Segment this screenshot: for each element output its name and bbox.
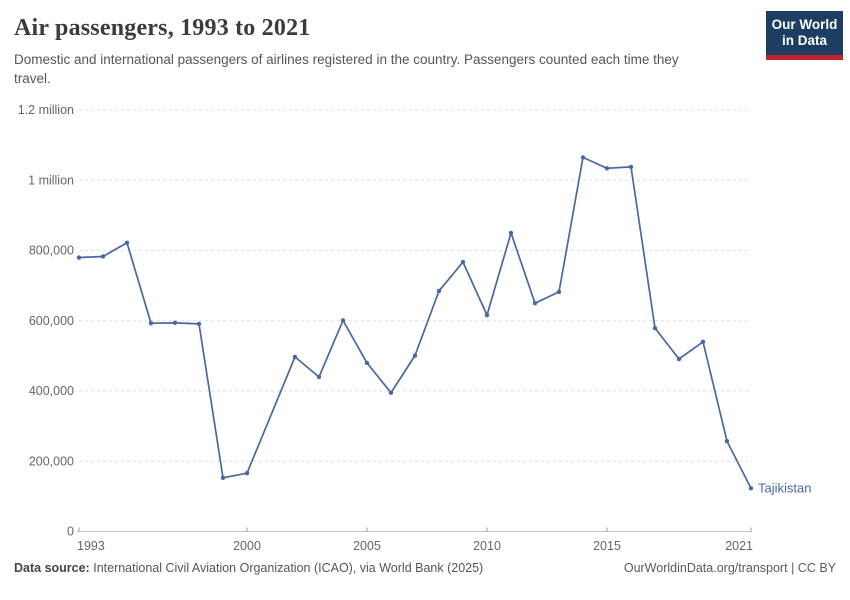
owid-logo-text: Our World in Data bbox=[766, 11, 843, 55]
owid-logo-line1: Our World bbox=[771, 17, 838, 32]
data-source-label: Data source: bbox=[14, 561, 90, 575]
data-point bbox=[316, 374, 322, 380]
data-point bbox=[100, 254, 106, 259]
data-point bbox=[124, 240, 130, 245]
data-point bbox=[412, 353, 418, 358]
data-point bbox=[148, 321, 154, 326]
chart-footer: Data source: International Civil Aviatio… bbox=[14, 561, 836, 575]
chart-subtitle: Domestic and international passengers of… bbox=[14, 52, 679, 86]
x-tick-label: 1993 bbox=[77, 539, 105, 553]
owid-logo-redbar bbox=[766, 54, 843, 60]
data-point bbox=[676, 356, 682, 362]
trend-line bbox=[78, 156, 752, 490]
data-point bbox=[532, 300, 538, 306]
x-tick-label: 2010 bbox=[473, 539, 501, 553]
license-label: CC BY bbox=[797, 561, 836, 575]
data-point bbox=[196, 321, 202, 327]
data-point bbox=[652, 325, 658, 331]
data-point bbox=[628, 164, 634, 170]
footer-divider: | bbox=[791, 561, 795, 575]
data-point bbox=[748, 486, 754, 491]
data-point bbox=[340, 318, 346, 323]
data-source-text: International Civil Aviation Organizatio… bbox=[93, 561, 484, 575]
y-tick-label: 400,000 bbox=[29, 384, 74, 398]
data-point bbox=[460, 259, 466, 265]
data-point bbox=[604, 166, 610, 171]
entity-label: Tajikistan bbox=[758, 480, 811, 495]
data-point bbox=[724, 439, 730, 444]
y-tick-label: 200,000 bbox=[29, 454, 74, 468]
data-point bbox=[244, 470, 250, 476]
data-source-note: Data source: International Civil Aviatio… bbox=[14, 561, 483, 575]
data-point bbox=[388, 390, 394, 395]
data-point bbox=[292, 354, 298, 360]
x-tick-label: 2000 bbox=[233, 539, 261, 553]
y-tick-label: 1.2 million bbox=[18, 103, 74, 117]
data-point bbox=[172, 320, 178, 326]
data-point bbox=[700, 339, 706, 345]
y-tick-label: 1 million bbox=[28, 173, 74, 187]
x-tick-label: 2021 bbox=[725, 539, 753, 553]
data-point bbox=[76, 255, 82, 260]
data-point bbox=[484, 312, 490, 318]
data-point bbox=[508, 230, 514, 236]
data-point bbox=[364, 360, 370, 366]
chart-title: Air passengers, 1993 to 2021 bbox=[14, 15, 311, 41]
x-tick-label: 2005 bbox=[353, 539, 381, 553]
data-point bbox=[580, 155, 586, 160]
y-tick-label: 0 bbox=[67, 525, 74, 539]
y-tick-label: 600,000 bbox=[29, 314, 74, 328]
owid-logo[interactable]: Our World in Data bbox=[766, 11, 843, 60]
footer-attribution: OurWorldinData.org/transport | CC BY bbox=[624, 561, 836, 575]
data-point bbox=[436, 288, 442, 294]
data-point bbox=[556, 289, 562, 295]
owid-transport-link[interactable]: OurWorldinData.org/transport bbox=[623, 561, 788, 575]
y-tick-label: 800,000 bbox=[29, 244, 74, 258]
owid-logo-line2: in Data bbox=[781, 33, 827, 49]
data-point bbox=[220, 475, 226, 480]
x-tick-label: 2015 bbox=[593, 539, 621, 553]
